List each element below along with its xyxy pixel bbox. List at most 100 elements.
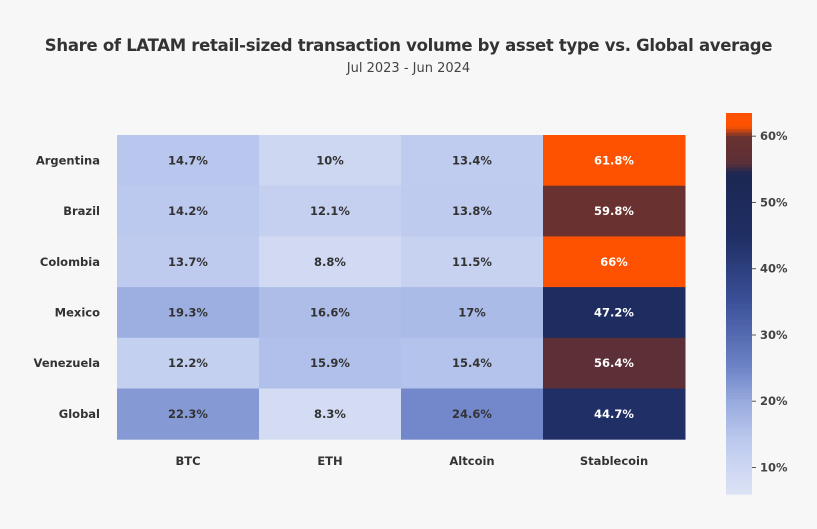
colorbar-segment — [726, 367, 752, 371]
colorbar-segment — [726, 198, 752, 203]
colorbar-segment — [726, 360, 752, 365]
cell-label: 47.2% — [594, 305, 634, 319]
colorbar-segment — [726, 132, 752, 136]
heatmap-cell — [259, 388, 402, 440]
colorbar-segment — [726, 230, 752, 235]
colorbar-segment — [726, 287, 752, 292]
colorbar-segment — [726, 455, 752, 460]
colorbar-segment — [726, 293, 752, 298]
heatmap-cell — [401, 135, 544, 187]
colorbar-segment — [726, 449, 752, 454]
heatmap-cell — [543, 135, 686, 187]
colorbar-segment — [726, 424, 752, 428]
row-label: Colombia — [40, 255, 100, 269]
colorbar-segment — [726, 195, 752, 200]
colorbar-segment — [726, 316, 752, 320]
cell-label: 13.4% — [452, 153, 492, 167]
colorbar-segment — [726, 154, 752, 159]
colorbar-segment — [726, 462, 752, 467]
colorbar-segment — [726, 265, 752, 270]
colorbar-segment — [726, 128, 752, 133]
colorbar-segment — [726, 373, 752, 378]
colorbar-segment — [726, 284, 752, 289]
colorbar-segment — [726, 357, 752, 362]
colorbar-segment — [726, 268, 752, 273]
colorbar-segment — [726, 211, 752, 216]
row-label: Brazil — [63, 204, 100, 218]
colorbar-segment — [726, 306, 752, 311]
heatmap-cell — [117, 388, 260, 440]
colorbar-segment — [726, 252, 752, 257]
colorbar-segment — [726, 379, 752, 384]
colorbar-segment — [726, 309, 752, 314]
heatmap-cell — [117, 236, 260, 288]
colorbar-segment — [726, 227, 752, 232]
cell-label: 14.7% — [168, 153, 208, 167]
colorbar-segment — [726, 319, 752, 324]
colorbar-segment — [726, 351, 752, 355]
colorbar-segment — [726, 271, 752, 276]
heatmap-cell — [543, 287, 686, 339]
colorbar-tick-label: 20% — [760, 394, 788, 408]
colorbar-segment — [726, 322, 752, 327]
colorbar-tick-label: 50% — [760, 195, 788, 209]
column-label: ETH — [317, 454, 342, 468]
heatmap-cell — [401, 388, 544, 440]
heatmap-cell — [543, 185, 686, 237]
colorbar-segment — [726, 138, 752, 143]
cell-label: 44.7% — [594, 407, 634, 421]
heatmap-cell — [259, 185, 402, 237]
colorbar-segment — [726, 436, 752, 441]
colorbar-segment — [726, 401, 752, 406]
colorbar-segment — [726, 255, 752, 260]
colorbar-segment — [726, 487, 752, 492]
cell-label: 22.3% — [168, 407, 208, 421]
heatmap-cell — [543, 236, 686, 288]
cell-label: 19.3% — [168, 305, 208, 319]
row-label: Venezuela — [34, 356, 100, 370]
colorbar-segment — [726, 398, 752, 403]
colorbar-segment — [726, 281, 752, 286]
colorbar-segment — [726, 478, 752, 482]
colorbar-segment — [726, 246, 752, 251]
heatmap-cell — [259, 135, 402, 187]
cell-label: 11.5% — [452, 255, 492, 269]
colorbar-segment — [726, 259, 752, 263]
colorbar-segment — [726, 173, 752, 178]
column-label: Stablecoin — [580, 454, 648, 468]
colorbar-segment — [726, 446, 752, 451]
colorbar-segment — [726, 325, 752, 330]
colorbar-segment — [726, 459, 752, 463]
colorbar-segment — [726, 217, 752, 222]
colorbar-segment — [726, 474, 752, 479]
colorbar-segment — [726, 192, 752, 197]
cell-label: 15.9% — [310, 356, 350, 370]
cell-label: 56.4% — [594, 356, 634, 370]
colorbar-segment — [726, 440, 752, 444]
colorbar-segment — [726, 344, 752, 349]
heatmap-cell — [259, 236, 402, 288]
colorbar-segment — [726, 147, 752, 152]
heatmap-cell — [259, 337, 402, 389]
colorbar-segment — [726, 313, 752, 317]
heatmap-cell — [117, 287, 260, 339]
colorbar-segment — [726, 417, 752, 422]
cell-label: 8.3% — [314, 407, 346, 421]
colorbar-segment — [726, 335, 752, 340]
colorbar-segment — [726, 240, 752, 244]
colorbar-segment — [726, 224, 752, 228]
colorbar-segment — [726, 395, 752, 400]
cell-label: 59.8% — [594, 204, 634, 218]
heatmap-cell — [401, 236, 544, 288]
colorbar-segment — [726, 135, 752, 139]
colorbar-segment — [726, 484, 752, 489]
heatmap-cell — [401, 337, 544, 389]
heatmap-cell — [259, 287, 402, 339]
colorbar-segment — [726, 262, 752, 266]
column-label: Altcoin — [449, 454, 494, 468]
colorbar-segment — [726, 163, 752, 168]
colorbar-segment — [726, 420, 752, 425]
colorbar-segment — [726, 430, 752, 435]
